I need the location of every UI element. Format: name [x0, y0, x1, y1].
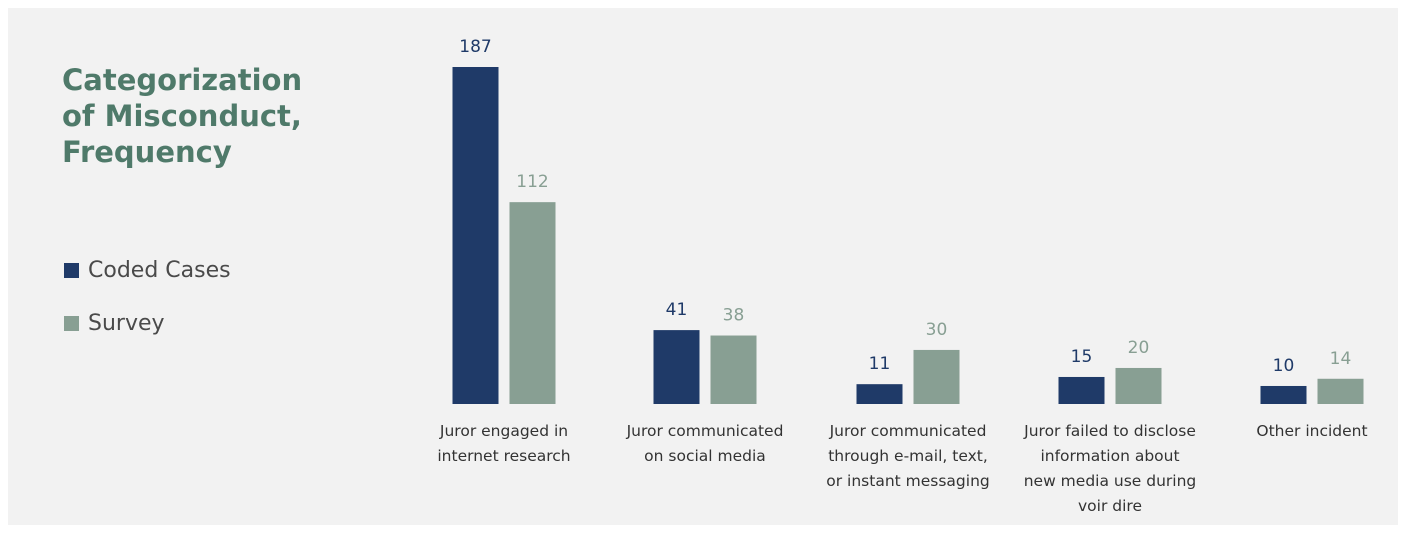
bar-survey-4: [1317, 378, 1364, 404]
category-label-2-line-0: Juror communicated: [829, 422, 987, 440]
data-label-coded-cases-2: 11: [869, 354, 891, 374]
category-label-3-line-0: Juror failed to disclose: [1023, 422, 1196, 440]
category-label-0-line-0: Juror engaged in: [439, 422, 568, 440]
data-label-survey-2: 30: [926, 320, 948, 340]
category-label-0: Juror engaged in internet research: [437, 422, 570, 465]
category-label-3-line-3: voir dire: [1078, 497, 1142, 515]
legend: Coded Cases Survey: [64, 252, 231, 358]
chart-title: Categorization of Misconduct, Frequency: [62, 62, 362, 170]
category-label-2: Juror communicated through e-mail, text, o…: [826, 422, 989, 490]
bar-coded-cases-3: [1058, 376, 1105, 404]
data-label-survey-4: 14: [1330, 349, 1352, 369]
category-label-3-line-2: new media use during: [1024, 472, 1197, 490]
chart-title-line-3: Frequency: [62, 135, 232, 169]
bar-survey-3: [1115, 367, 1162, 404]
legend-item-survey: Survey: [64, 305, 231, 341]
category-label-1-line-0: Juror communicated: [626, 422, 784, 440]
data-label-survey-1: 38: [723, 306, 745, 326]
bar-coded-cases-4: [1260, 385, 1307, 404]
chart-panel: [8, 8, 1398, 525]
category-label-2-line-1: through e-mail, text,: [828, 447, 988, 465]
chart-title-line-1: Categorization: [62, 63, 303, 97]
data-label-survey-3: 20: [1128, 338, 1150, 358]
category-label-3-line-1: information about: [1040, 447, 1179, 465]
bar-coded-cases-0: [452, 67, 499, 404]
bar-coded-cases-2: [856, 384, 903, 404]
category-label-4: Other incident: [1256, 422, 1367, 440]
bar-survey-1: [710, 335, 757, 404]
data-label-coded-cases-0: 187: [459, 37, 491, 57]
legend-item-coded-cases: Coded Cases: [64, 252, 231, 288]
data-label-survey-0: 112: [516, 172, 548, 192]
category-label-1-line-1: on social media: [644, 447, 766, 465]
category-label-0-line-1: internet research: [437, 447, 570, 465]
category-label-4-line-0: Other incident: [1256, 422, 1367, 440]
category-label-3: Juror failed to disclose information abou…: [1023, 422, 1196, 515]
legend-label-survey: Survey: [88, 310, 165, 336]
bar-coded-cases-1: [653, 330, 700, 404]
bar-survey-2: [913, 349, 960, 404]
chart-title-line-2: of Misconduct,: [62, 99, 302, 133]
bar-survey-0: [509, 202, 556, 404]
category-label-1: Juror communicated on social media: [626, 422, 784, 465]
legend-label-coded-cases: Coded Cases: [88, 257, 231, 283]
data-label-coded-cases-1: 41: [666, 300, 688, 320]
category-label-2-line-2: or instant messaging: [826, 472, 989, 490]
data-label-coded-cases-4: 10: [1273, 356, 1295, 376]
legend-swatch-coded-cases: [64, 262, 79, 278]
data-label-coded-cases-3: 15: [1071, 347, 1093, 367]
legend-swatch-survey: [64, 315, 79, 331]
